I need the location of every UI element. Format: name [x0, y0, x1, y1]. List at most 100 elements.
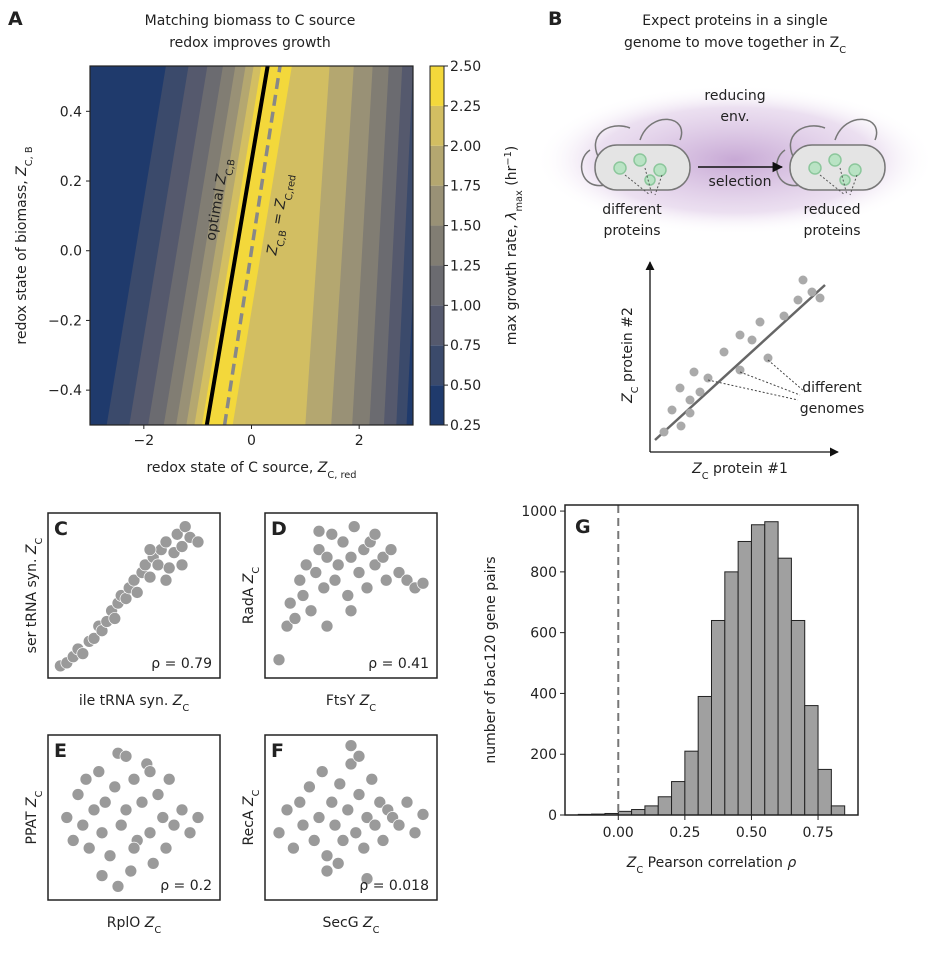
x-axis-label-part: ile tRNA syn. — [79, 693, 173, 709]
y-axis-label: ZC protein #2 — [620, 307, 641, 404]
x-axis-label: redox state of C source, ZC, red — [146, 460, 356, 481]
chart-title-part: Matching biomass to C source — [145, 13, 356, 29]
scatter-point — [124, 864, 138, 878]
schematic-points — [659, 275, 825, 437]
histogram-bar — [711, 619, 726, 816]
scatter-point — [341, 803, 355, 817]
scatter-point — [328, 573, 342, 587]
scatter-point — [159, 535, 173, 549]
after-label: reduced — [803, 202, 860, 218]
diagram-title-part: genome to move together in Z — [624, 35, 839, 51]
scatter-point — [151, 788, 165, 801]
arrow-label: selection — [709, 174, 772, 190]
correlation-annotation: ρ = 0.2 — [160, 878, 212, 894]
x-axis-label-part: Z — [359, 693, 370, 709]
y-tick-label: −0.4 — [48, 383, 82, 399]
colorbar-band — [430, 225, 444, 266]
colorbar-label-part: (hr — [504, 165, 520, 190]
scatter-point — [344, 550, 358, 564]
y-axis-label-part: Z — [14, 166, 30, 177]
colorbar-tick-label: 1.25 — [450, 258, 481, 274]
scatter-point — [416, 808, 430, 821]
y-axis-label-part: C — [251, 567, 262, 574]
plot-frame — [47, 512, 221, 679]
panel-letter: G — [575, 516, 591, 538]
scatter-point — [376, 550, 390, 564]
line-annotation-part: Z — [213, 173, 231, 187]
histogram-bar — [737, 540, 752, 816]
scatter-point — [119, 592, 133, 605]
histogram-bar — [724, 571, 739, 816]
colorbar-label-part: ) — [504, 146, 520, 151]
colorbar-tick-label: 1.75 — [450, 179, 481, 195]
y-tick-label: 1000 — [521, 504, 557, 520]
y-axis-label-part: PPAT — [24, 807, 40, 844]
y-axis-label-part: Z — [241, 573, 257, 584]
x-tick-label: 0.00 — [603, 825, 634, 841]
colorbar-tick-label: 1.50 — [450, 219, 481, 235]
scatter-point — [336, 535, 350, 549]
histogram-bar — [804, 705, 819, 816]
line-annotation-part: = — [269, 207, 288, 230]
colorbar-label-part: max growth rate, — [504, 220, 520, 345]
scatter-point — [368, 558, 382, 572]
environment-label: env. — [720, 109, 749, 125]
scatter-point — [178, 520, 192, 534]
panel-letter: B — [548, 8, 562, 30]
y-axis-label: number of bac120 gene pairs — [483, 556, 499, 763]
colorbar-frame — [429, 65, 445, 426]
y-tick-label: 200 — [530, 747, 557, 763]
x-axis-label-part: protein #1 — [709, 461, 788, 477]
colorbar-band — [430, 185, 444, 226]
scatter-point — [379, 573, 393, 587]
scatter-point — [331, 857, 345, 870]
scatter-point — [114, 818, 128, 832]
scatter-point — [376, 834, 390, 847]
x-axis-label-part: Z — [172, 693, 183, 709]
y-tick-label: 0.4 — [60, 104, 82, 120]
scatter-point — [344, 757, 358, 771]
scatter-point — [352, 788, 366, 801]
y-axis-label-part: RadA — [241, 583, 257, 624]
scatter-point — [315, 765, 329, 778]
contour-plot — [90, 66, 413, 425]
scatter-point — [175, 558, 189, 572]
colorbar-band — [430, 105, 444, 146]
scatter-point — [331, 558, 345, 572]
colorbar-band — [430, 265, 444, 306]
scatter-point — [272, 653, 286, 667]
y-tick-label: −0.2 — [48, 313, 82, 329]
y-axis-label: ser tRNA syn. ZC — [24, 538, 45, 654]
scatter-point — [333, 777, 347, 791]
y-axis-label-part: C — [34, 538, 45, 545]
colorbar-label-part: max — [514, 190, 525, 212]
scatter-point — [357, 841, 371, 855]
scatter-point — [71, 788, 85, 801]
scatter-point — [303, 780, 316, 794]
y-tick-label: 0.2 — [60, 174, 82, 190]
scatter-point — [325, 795, 339, 809]
scatter-point — [119, 803, 133, 817]
scatter-point — [76, 647, 90, 660]
line-annotation: ZC,B = ZC,red — [264, 172, 298, 258]
histogram-bar — [657, 796, 673, 816]
panel-letter: E — [54, 740, 67, 762]
line-annotation-part: C,red — [283, 174, 298, 201]
scatter-point — [304, 604, 318, 618]
y-axis-label-part: Z — [24, 544, 40, 555]
y-tick-label: 400 — [530, 686, 557, 702]
colorbar-band — [430, 145, 444, 186]
y-axis-label-part: C — [34, 790, 45, 797]
scatter-point — [307, 834, 321, 847]
y-axis-label-part: C — [251, 789, 262, 796]
x-axis-label-part: Z — [317, 460, 328, 476]
x-axis-label: ZC Pearson correlation ρ — [626, 855, 797, 876]
scatter-point — [191, 535, 205, 549]
scatter-point — [183, 826, 197, 840]
scatter-point — [143, 765, 157, 778]
scatter-point — [87, 631, 101, 645]
scatter-point — [167, 818, 181, 832]
y-axis-label-part: number of bac120 gene pairs — [483, 556, 499, 763]
scatter-point — [143, 543, 157, 556]
x-tick-label: 0 — [247, 433, 256, 449]
